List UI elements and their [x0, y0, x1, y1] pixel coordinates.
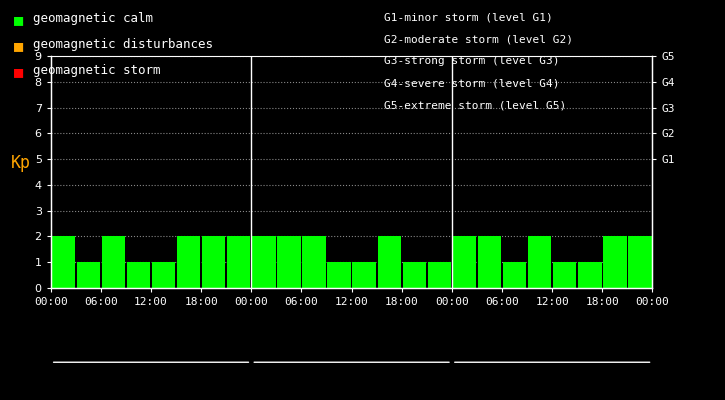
Text: G2-moderate storm (level G2): G2-moderate storm (level G2): [384, 34, 573, 44]
Bar: [302, 236, 326, 288]
Bar: [578, 262, 602, 288]
Text: ■: ■: [14, 64, 33, 79]
Text: G4-severe storm (level G4): G4-severe storm (level G4): [384, 78, 560, 88]
Bar: [452, 236, 476, 288]
Bar: [503, 262, 526, 288]
Text: G5-extreme storm (level G5): G5-extreme storm (level G5): [384, 100, 566, 110]
Text: ■: ■: [14, 38, 33, 53]
Bar: [227, 236, 251, 288]
Y-axis label: Kp: Kp: [11, 154, 30, 172]
Bar: [328, 262, 351, 288]
Bar: [252, 236, 276, 288]
Bar: [478, 236, 501, 288]
Bar: [51, 236, 75, 288]
Bar: [352, 262, 376, 288]
Bar: [177, 236, 200, 288]
Bar: [553, 262, 576, 288]
Bar: [428, 262, 451, 288]
Text: geomagnetic disturbances: geomagnetic disturbances: [33, 38, 212, 51]
Bar: [152, 262, 175, 288]
Text: geomagnetic storm: geomagnetic storm: [33, 64, 160, 77]
Bar: [102, 236, 125, 288]
Text: G1-minor storm (level G1): G1-minor storm (level G1): [384, 12, 553, 22]
Bar: [127, 262, 150, 288]
Text: geomagnetic calm: geomagnetic calm: [33, 12, 153, 25]
Bar: [402, 262, 426, 288]
Text: G3-strong storm (level G3): G3-strong storm (level G3): [384, 56, 560, 66]
Bar: [629, 236, 652, 288]
Bar: [277, 236, 301, 288]
Bar: [378, 236, 401, 288]
Bar: [202, 236, 225, 288]
Text: ■: ■: [14, 12, 33, 27]
Bar: [603, 236, 626, 288]
Bar: [528, 236, 552, 288]
Bar: [77, 262, 100, 288]
